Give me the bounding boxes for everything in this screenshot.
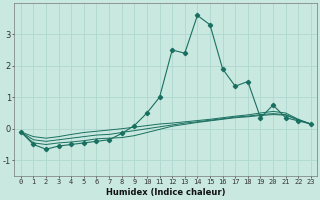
X-axis label: Humidex (Indice chaleur): Humidex (Indice chaleur) xyxy=(106,188,226,197)
